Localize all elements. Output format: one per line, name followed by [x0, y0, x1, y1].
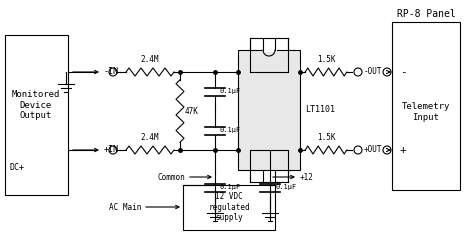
Text: 0.1μF: 0.1μF: [220, 184, 241, 190]
Bar: [392, 22, 460, 190]
Text: 12 VDC
regulated
supply: 12 VDC regulated supply: [208, 192, 250, 222]
Text: 2.4M: 2.4M: [141, 133, 159, 142]
Text: +IN: +IN: [104, 146, 119, 154]
Text: 47K: 47K: [185, 107, 199, 115]
Text: 2.4M: 2.4M: [141, 55, 159, 64]
Bar: [238, 50, 300, 170]
Text: +: +: [400, 145, 407, 155]
Text: 0.1μF: 0.1μF: [275, 184, 296, 190]
Bar: [5, 35, 68, 195]
Text: DC+: DC+: [10, 163, 25, 173]
Text: 1.5K: 1.5K: [317, 133, 335, 142]
Text: -OUT: -OUT: [364, 67, 383, 76]
Text: AC Main: AC Main: [109, 202, 141, 212]
Text: +12: +12: [300, 173, 314, 181]
Text: LT1101: LT1101: [305, 105, 335, 114]
Text: 0.1μF: 0.1μF: [220, 88, 241, 94]
Text: Telemetry
Input: Telemetry Input: [402, 102, 450, 122]
Text: -: -: [400, 67, 407, 77]
Text: RP-8 Panel: RP-8 Panel: [397, 9, 455, 19]
Bar: [183, 185, 275, 230]
Text: Common: Common: [157, 173, 185, 181]
Text: 0.1μF: 0.1μF: [220, 127, 241, 133]
Text: -IN: -IN: [104, 67, 119, 76]
Text: +OUT: +OUT: [364, 146, 383, 154]
Text: 1.5K: 1.5K: [317, 55, 335, 64]
Text: Monitored
Device
Output: Monitored Device Output: [12, 90, 60, 120]
